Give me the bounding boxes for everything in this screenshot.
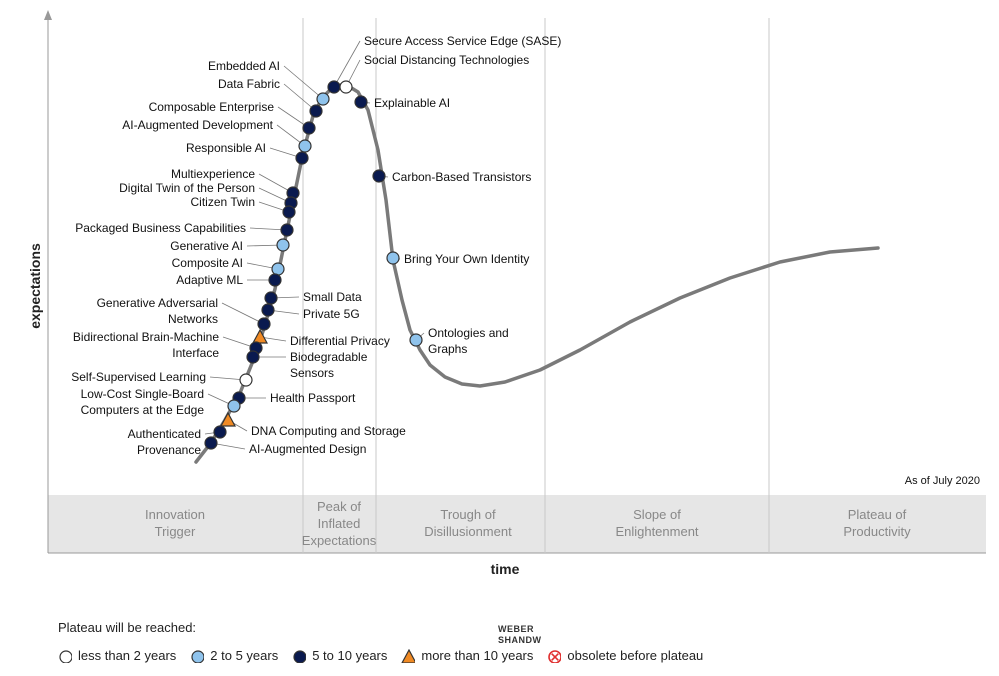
tech-marker [251,328,269,344]
tech-label: Social Distancing Technologies [364,53,529,67]
tech-label: Self-Supervised Learning [71,370,206,384]
tech-marker [219,411,237,427]
phase-label: Plateau of Productivity [843,507,911,539]
tech-marker [239,373,253,387]
tech-marker [276,238,290,252]
tech-marker [354,95,368,109]
leader-line [333,40,361,88]
legend-symbol [59,649,72,663]
tech-label: Citizen Twin [191,195,255,209]
as-of-note: As of July 2020 [905,475,980,487]
legend-items: less than 2 years 2 to 5 years 5 to 10 yea… [58,648,717,663]
tech-label: Health Passport [270,391,356,405]
tech-label: Composable Enterprise [149,100,275,114]
hype-cycle-chart: Secure Access Service Edge (SASE) Social … [27,10,986,577]
tech-label: Digital Twin of the Person [119,181,255,195]
tech-marker [204,436,218,450]
tech-marker [268,273,282,287]
legend-item: less than 2 years [58,648,176,663]
logo-line-1: WEBER [498,624,534,634]
y-axis-arrow [44,10,52,20]
tech-label: Bidirectional Brain-Machine Interface [73,330,219,360]
tech-label: Carbon-Based Transistors [392,170,531,184]
tech-label: Differential Privacy [290,334,390,348]
weber-shandwick-logo: WEBER SHANDW [498,624,568,664]
tech-marker [246,350,260,364]
tech-marker [227,399,241,413]
tech-label: Generative Adversarial Networks [97,296,218,326]
leader-line [221,302,265,325]
tech-label: Packaged Business Capabilities [75,221,246,235]
legend-item: 5 to 10 years [292,648,387,663]
phase-label: Trough of Disillusionment [424,507,512,539]
legend-marker [59,649,72,663]
tech-label: Data Fabric [218,77,280,91]
leader-line [283,65,324,100]
legend-label: less than 2 years [78,648,177,663]
tech-marker [309,104,323,118]
legend-item: more than 10 years [401,648,533,663]
tech-label: Responsible AI [186,141,266,155]
tech-marker [261,303,275,317]
tech-label: Secure Access Service Edge (SASE) [364,34,561,48]
tech-marker [280,223,294,237]
legend-item: obsolete before plateau [547,648,703,663]
legend-marker [548,649,562,663]
tech-marker [372,169,386,183]
tech-label: Embedded AI [208,59,280,73]
y-axis-title: expectations [27,243,43,329]
legend-item: 2 to 5 years [190,648,278,663]
tech-marker [257,317,271,331]
tech-marker [316,92,330,106]
tech-marker [409,333,423,347]
tech-marker [295,151,309,165]
phase-label: Peak of Inflated Expectations [302,499,377,548]
legend: Plateau will be reached: less than 2 yea… [58,620,958,672]
legend-marker [401,648,416,663]
tech-label: Small Data [303,290,362,304]
legend-symbol [401,648,416,663]
phase-band [48,495,986,553]
legend-title: Plateau will be reached: [58,620,197,635]
tech-label: Biodegradable Sensors [290,350,368,380]
tech-label: Composite AI [172,256,243,270]
phase-label: Innovation Trigger [145,507,205,539]
tech-marker [339,80,353,94]
legend-symbol [548,649,562,663]
tech-label: DNA Computing and Storage [251,424,406,438]
legend-label: more than 10 years [421,648,534,663]
logo-line-2: SHANDW [498,635,542,645]
tech-marker [282,205,296,219]
legend-label: obsolete before plateau [567,648,704,663]
legend-label: 2 to 5 years [210,648,279,663]
legend-label: 5 to 10 years [312,648,388,663]
legend-symbol [293,649,307,663]
tech-label: Explainable AI [374,96,450,110]
tech-label: Ontologies and Graphs [428,326,509,356]
tech-label: AI-Augmented Design [249,442,366,456]
phase-label: Slope of Enlightenment [615,507,698,539]
tech-label: Adaptive ML [176,273,243,287]
tech-label: Multiexperience [171,167,255,181]
leader-line [283,83,317,112]
legend-marker [293,649,307,663]
tech-label: Low-Cost Single-Board Computers at the Ed… [81,387,205,417]
tech-marker [264,291,278,305]
tech-marker [302,121,316,135]
tech-marker [271,262,285,276]
tech-marker [298,139,312,153]
tech-label: Authenticated Provenance [128,427,202,457]
tech-marker [213,425,227,439]
tech-marker [327,80,341,94]
legend-marker [191,649,205,663]
tech-marker [386,251,400,265]
legend-symbol [191,649,205,663]
tech-label: AI-Augmented Development [122,118,273,132]
tech-label: Bring Your Own Identity [404,252,529,266]
tech-label: Generative AI [170,239,243,253]
tech-label: Private 5G [303,307,360,321]
x-axis-title: time [491,561,520,577]
